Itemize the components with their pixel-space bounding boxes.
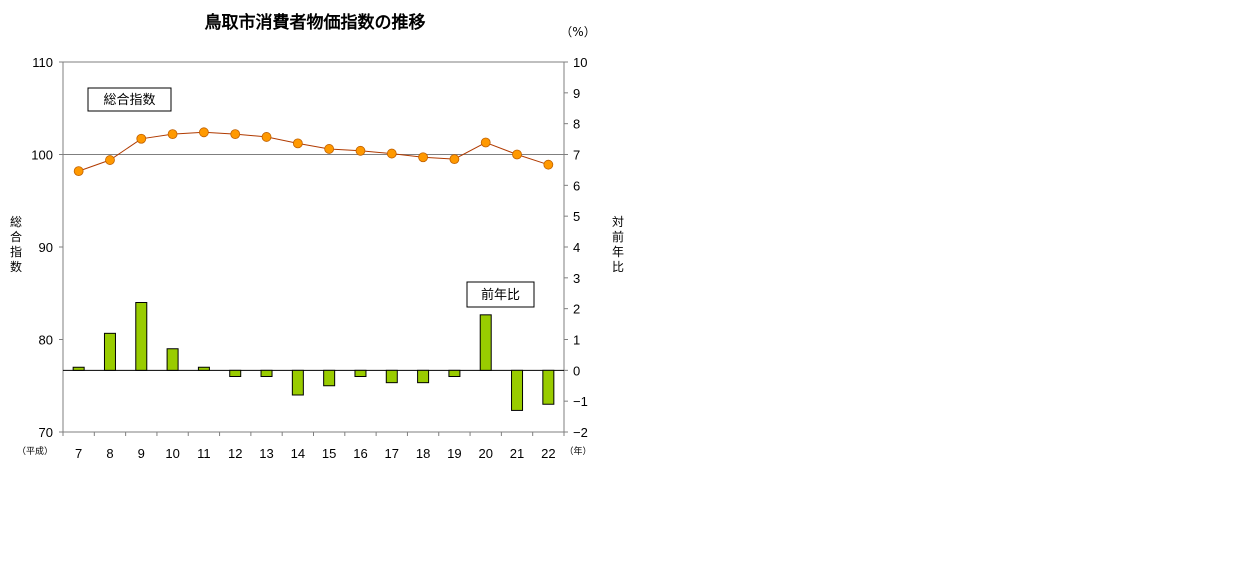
bar-15 <box>323 369 336 387</box>
bar-10 <box>166 348 179 371</box>
x-tick-label: 12 <box>228 446 242 461</box>
index-point-13 <box>261 132 272 142</box>
index-point-11 <box>199 127 209 138</box>
x-tick-label: 15 <box>322 446 336 461</box>
bar-8 <box>103 332 116 371</box>
right-tick-label: 7 <box>573 148 580 163</box>
bar-17 <box>385 369 398 384</box>
index-point-17 <box>386 148 397 159</box>
chart-title: 鳥取市消費者物価指数の推移 <box>204 13 426 33</box>
right-tick-label: −1 <box>573 394 588 409</box>
left-tick-label: 80 <box>39 333 53 348</box>
x-tick-label: 16 <box>353 446 367 461</box>
right-tick-label: 1 <box>573 333 580 348</box>
bar-16 <box>354 369 367 378</box>
right-tick-label: 5 <box>573 209 580 224</box>
index-point-16 <box>355 145 366 156</box>
right-tick-label: 9 <box>573 86 580 101</box>
index-point-10 <box>167 129 178 140</box>
index-point-8 <box>105 155 115 165</box>
index-point-9 <box>136 133 147 144</box>
x-tick-label: 20 <box>478 446 492 461</box>
left-tick-label: 70 <box>39 425 53 440</box>
bar-9 <box>135 302 148 371</box>
x-tick-label: 22 <box>541 446 555 461</box>
bar-7 <box>72 366 85 371</box>
right-axis-title: 対前年比 <box>612 215 624 274</box>
yoy-label-box <box>466 281 535 308</box>
plot-area-border <box>62 61 565 433</box>
left-tick-label: 90 <box>39 240 53 255</box>
right-tick-label: 8 <box>573 117 580 132</box>
index-point-22 <box>543 159 554 170</box>
bar-22 <box>542 369 555 405</box>
index-label-box <box>87 87 172 112</box>
bar-20 <box>479 314 492 371</box>
index-point-14 <box>292 138 303 149</box>
line-series <box>73 127 554 177</box>
index-point-12 <box>230 129 241 140</box>
left-tick-label: 100 <box>31 148 53 163</box>
right-tick-label: 6 <box>573 178 580 193</box>
index-point-18 <box>418 152 428 163</box>
right-tick-label: 0 <box>573 363 580 378</box>
x-era-label: （平成） <box>17 445 53 457</box>
left-tick-label: 110 <box>32 55 53 70</box>
x-tick-label: 19 <box>447 446 461 461</box>
x-tick-label: 18 <box>416 446 430 461</box>
x-tick-label: 10 <box>165 446 179 461</box>
right-axis-unit: （%） <box>560 25 595 39</box>
x-tick-label: 9 <box>138 446 145 461</box>
x-tick-label: 21 <box>510 446 524 461</box>
right-tick-label: 3 <box>573 271 580 286</box>
x-unit-label: （年） <box>564 445 591 457</box>
plot-frame <box>62 61 565 433</box>
bar-series <box>72 302 555 411</box>
bar-19 <box>448 369 461 378</box>
index-line <box>78 131 549 172</box>
right-tick-label: 2 <box>573 302 580 317</box>
x-tick-label: 14 <box>291 446 305 461</box>
right-tick-label: −2 <box>573 425 588 440</box>
index-point-7 <box>73 166 84 177</box>
index-point-15 <box>324 144 335 154</box>
right-tick-label: 4 <box>573 240 580 255</box>
right-tick-label: 10 <box>573 55 587 70</box>
bar-14 <box>291 369 304 396</box>
x-tick-label: 11 <box>197 446 211 461</box>
left-axis-title: 総合指数 <box>10 215 22 274</box>
x-tick-label: 13 <box>259 446 273 461</box>
bar-21 <box>511 369 524 411</box>
bar-18 <box>417 369 430 384</box>
bar-12 <box>229 369 242 378</box>
index-point-20 <box>480 137 491 148</box>
index-point-19 <box>449 154 460 165</box>
yoy-series-label: 前年比 <box>481 287 520 303</box>
x-tick-label: 8 <box>106 446 113 461</box>
x-tick-label: 17 <box>385 446 399 461</box>
x-tick-label: 7 <box>75 446 82 461</box>
index-point-21 <box>512 149 522 160</box>
bar-11 <box>197 366 210 371</box>
axes <box>59 61 568 436</box>
bar-13 <box>260 369 273 378</box>
index-series-label: 総合指数 <box>103 93 155 108</box>
